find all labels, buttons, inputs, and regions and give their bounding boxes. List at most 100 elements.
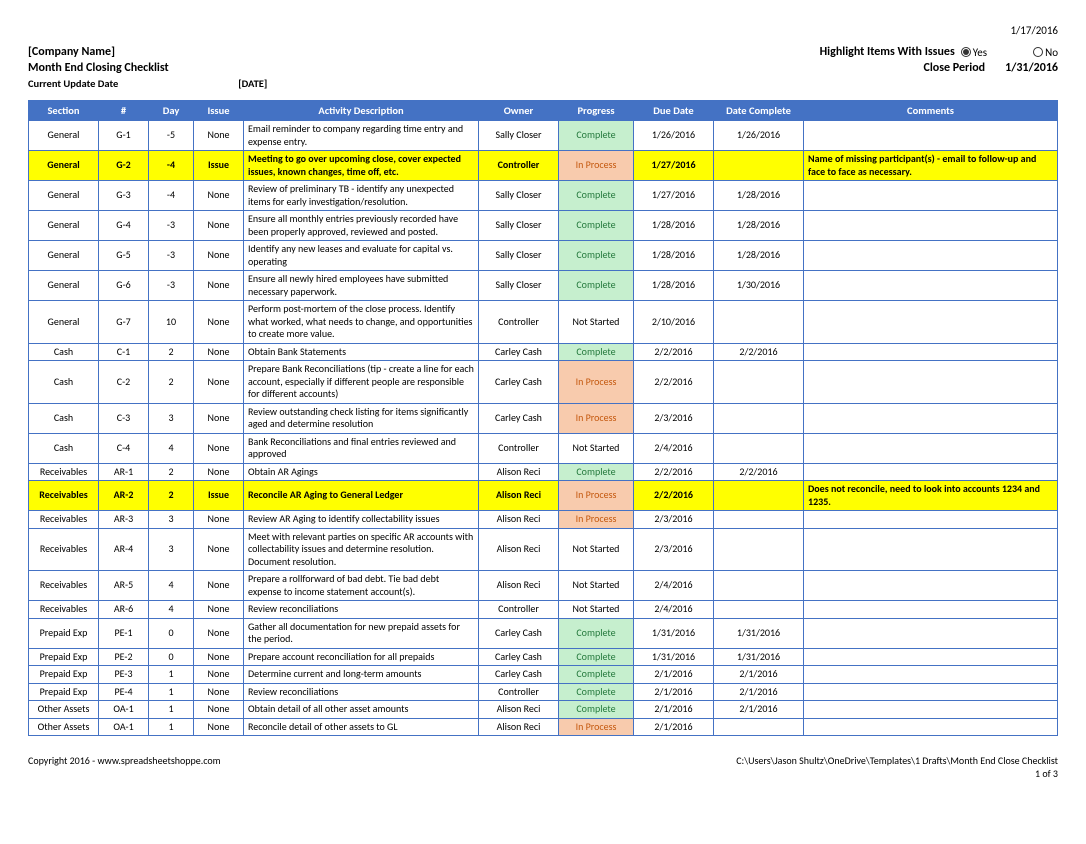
table-row: GeneralG-1-5NoneEmail reminder to compan… bbox=[29, 121, 1058, 151]
table-row: GeneralG-2-4IssueMeeting to go over upco… bbox=[29, 151, 1058, 181]
cell-num: C-4 bbox=[99, 433, 149, 463]
cell-progress: Complete bbox=[559, 463, 634, 481]
cell-complete bbox=[714, 301, 804, 344]
cell-issue: None bbox=[194, 683, 244, 701]
cell-day: 2 bbox=[149, 361, 194, 404]
table-row: ReceivablesAR-22IssueReconcile AR Aging … bbox=[29, 481, 1058, 511]
col-header: Due Date bbox=[634, 101, 714, 121]
cell-section: Other Assets bbox=[29, 701, 99, 719]
cell-activity: Obtain AR Agings bbox=[244, 463, 479, 481]
cell-num: AR-6 bbox=[99, 601, 149, 619]
cell-progress: Complete bbox=[559, 271, 634, 301]
cell-issue: None bbox=[194, 601, 244, 619]
highlight-control: Highlight Items With Issues Yes No bbox=[820, 45, 1058, 59]
col-header: Date Complete bbox=[714, 101, 804, 121]
cell-complete bbox=[714, 361, 804, 404]
cell-activity: Ensure all monthly entries previously re… bbox=[244, 211, 479, 241]
cell-activity: Obtain Bank Statements bbox=[244, 343, 479, 361]
cell-issue: None bbox=[194, 701, 244, 719]
highlight-no-radio[interactable]: No bbox=[1033, 46, 1058, 59]
cell-issue: None bbox=[194, 528, 244, 571]
footer-copyright: Copyright 2016 - www.spreadsheetshoppe.c… bbox=[28, 754, 221, 780]
cell-day: -3 bbox=[149, 271, 194, 301]
cell-owner: Carley Cash bbox=[479, 403, 559, 433]
cell-activity: Prepare account reconciliation for all p… bbox=[244, 648, 479, 666]
cell-comments bbox=[804, 601, 1058, 619]
cell-section: General bbox=[29, 301, 99, 344]
cell-progress: Complete bbox=[559, 241, 634, 271]
cell-num: C-3 bbox=[99, 403, 149, 433]
cell-issue: None bbox=[194, 121, 244, 151]
document-title: Month End Closing Checklist bbox=[28, 61, 169, 75]
cell-section: General bbox=[29, 121, 99, 151]
cell-comments bbox=[804, 181, 1058, 211]
cell-day: -3 bbox=[149, 211, 194, 241]
cell-progress: Complete bbox=[559, 211, 634, 241]
cell-comments bbox=[804, 241, 1058, 271]
cell-section: General bbox=[29, 241, 99, 271]
cell-complete bbox=[714, 718, 804, 736]
cell-due: 2/3/2016 bbox=[634, 528, 714, 571]
cell-complete: 1/28/2016 bbox=[714, 211, 804, 241]
cell-due: 1/28/2016 bbox=[634, 271, 714, 301]
company-name: [Company Name] bbox=[28, 45, 115, 59]
cell-due: 1/31/2016 bbox=[634, 618, 714, 648]
cell-complete bbox=[714, 571, 804, 601]
cell-section: Prepaid Exp bbox=[29, 618, 99, 648]
table-row: Prepaid ExpPE-41NoneReview reconciliatio… bbox=[29, 683, 1058, 701]
cell-num: G-6 bbox=[99, 271, 149, 301]
cell-activity: Prepare Bank Reconciliations (tip - crea… bbox=[244, 361, 479, 404]
cell-progress: In Process bbox=[559, 361, 634, 404]
cell-day: 3 bbox=[149, 403, 194, 433]
cell-num: AR-4 bbox=[99, 528, 149, 571]
cell-progress: Not Started bbox=[559, 601, 634, 619]
cell-comments bbox=[804, 211, 1058, 241]
cell-num: AR-2 bbox=[99, 481, 149, 511]
cell-issue: None bbox=[194, 511, 244, 529]
cell-activity: Review AR Aging to identify collectabili… bbox=[244, 511, 479, 529]
cell-progress: In Process bbox=[559, 403, 634, 433]
cell-owner: Sally Closer bbox=[479, 181, 559, 211]
cell-complete bbox=[714, 433, 804, 463]
cell-activity: Determine current and long-term amounts bbox=[244, 666, 479, 684]
highlight-yes-radio[interactable]: Yes bbox=[961, 46, 987, 59]
cell-activity: Prepare a rollforward of bad debt. Tie b… bbox=[244, 571, 479, 601]
cell-owner: Carley Cash bbox=[479, 343, 559, 361]
cell-section: Cash bbox=[29, 361, 99, 404]
cell-complete: 1/28/2016 bbox=[714, 241, 804, 271]
cell-day: 3 bbox=[149, 511, 194, 529]
cell-day: 2 bbox=[149, 481, 194, 511]
cell-comments: Does not reconcile, need to look into ac… bbox=[804, 481, 1058, 511]
cell-day: 1 bbox=[149, 701, 194, 719]
cell-num: G-2 bbox=[99, 151, 149, 181]
cell-activity: Review of preliminary TB - identify any … bbox=[244, 181, 479, 211]
cell-num: C-1 bbox=[99, 343, 149, 361]
cell-issue: None bbox=[194, 718, 244, 736]
table-row: ReceivablesAR-12NoneObtain AR AgingsAlis… bbox=[29, 463, 1058, 481]
cell-day: 2 bbox=[149, 463, 194, 481]
cell-activity: Meet with relevant parties on specific A… bbox=[244, 528, 479, 571]
cell-due: 2/10/2016 bbox=[634, 301, 714, 344]
cell-complete: 1/31/2016 bbox=[714, 618, 804, 648]
subheader-row: Month End Closing Checklist Close Period… bbox=[28, 61, 1058, 75]
cell-day: 0 bbox=[149, 648, 194, 666]
highlight-label: Highlight Items With Issues bbox=[820, 45, 955, 59]
table-row: Other AssetsOA-11NoneReconcile detail of… bbox=[29, 718, 1058, 736]
cell-day: 0 bbox=[149, 618, 194, 648]
cell-comments: Name of missing participant(s) - email t… bbox=[804, 151, 1058, 181]
cell-issue: None bbox=[194, 241, 244, 271]
cell-day: 10 bbox=[149, 301, 194, 344]
cell-progress: Not Started bbox=[559, 301, 634, 344]
cell-section: Receivables bbox=[29, 528, 99, 571]
cell-issue: None bbox=[194, 211, 244, 241]
col-header: Issue bbox=[194, 101, 244, 121]
cell-owner: Carley Cash bbox=[479, 666, 559, 684]
cell-section: Prepaid Exp bbox=[29, 648, 99, 666]
table-row: GeneralG-6-3NoneEnsure all newly hired e… bbox=[29, 271, 1058, 301]
cell-owner: Alison Reci bbox=[479, 701, 559, 719]
cell-day: 2 bbox=[149, 343, 194, 361]
cell-due: 2/2/2016 bbox=[634, 481, 714, 511]
table-row: Prepaid ExpPE-31NoneDetermine current an… bbox=[29, 666, 1058, 684]
col-header: # bbox=[99, 101, 149, 121]
cell-comments bbox=[804, 718, 1058, 736]
